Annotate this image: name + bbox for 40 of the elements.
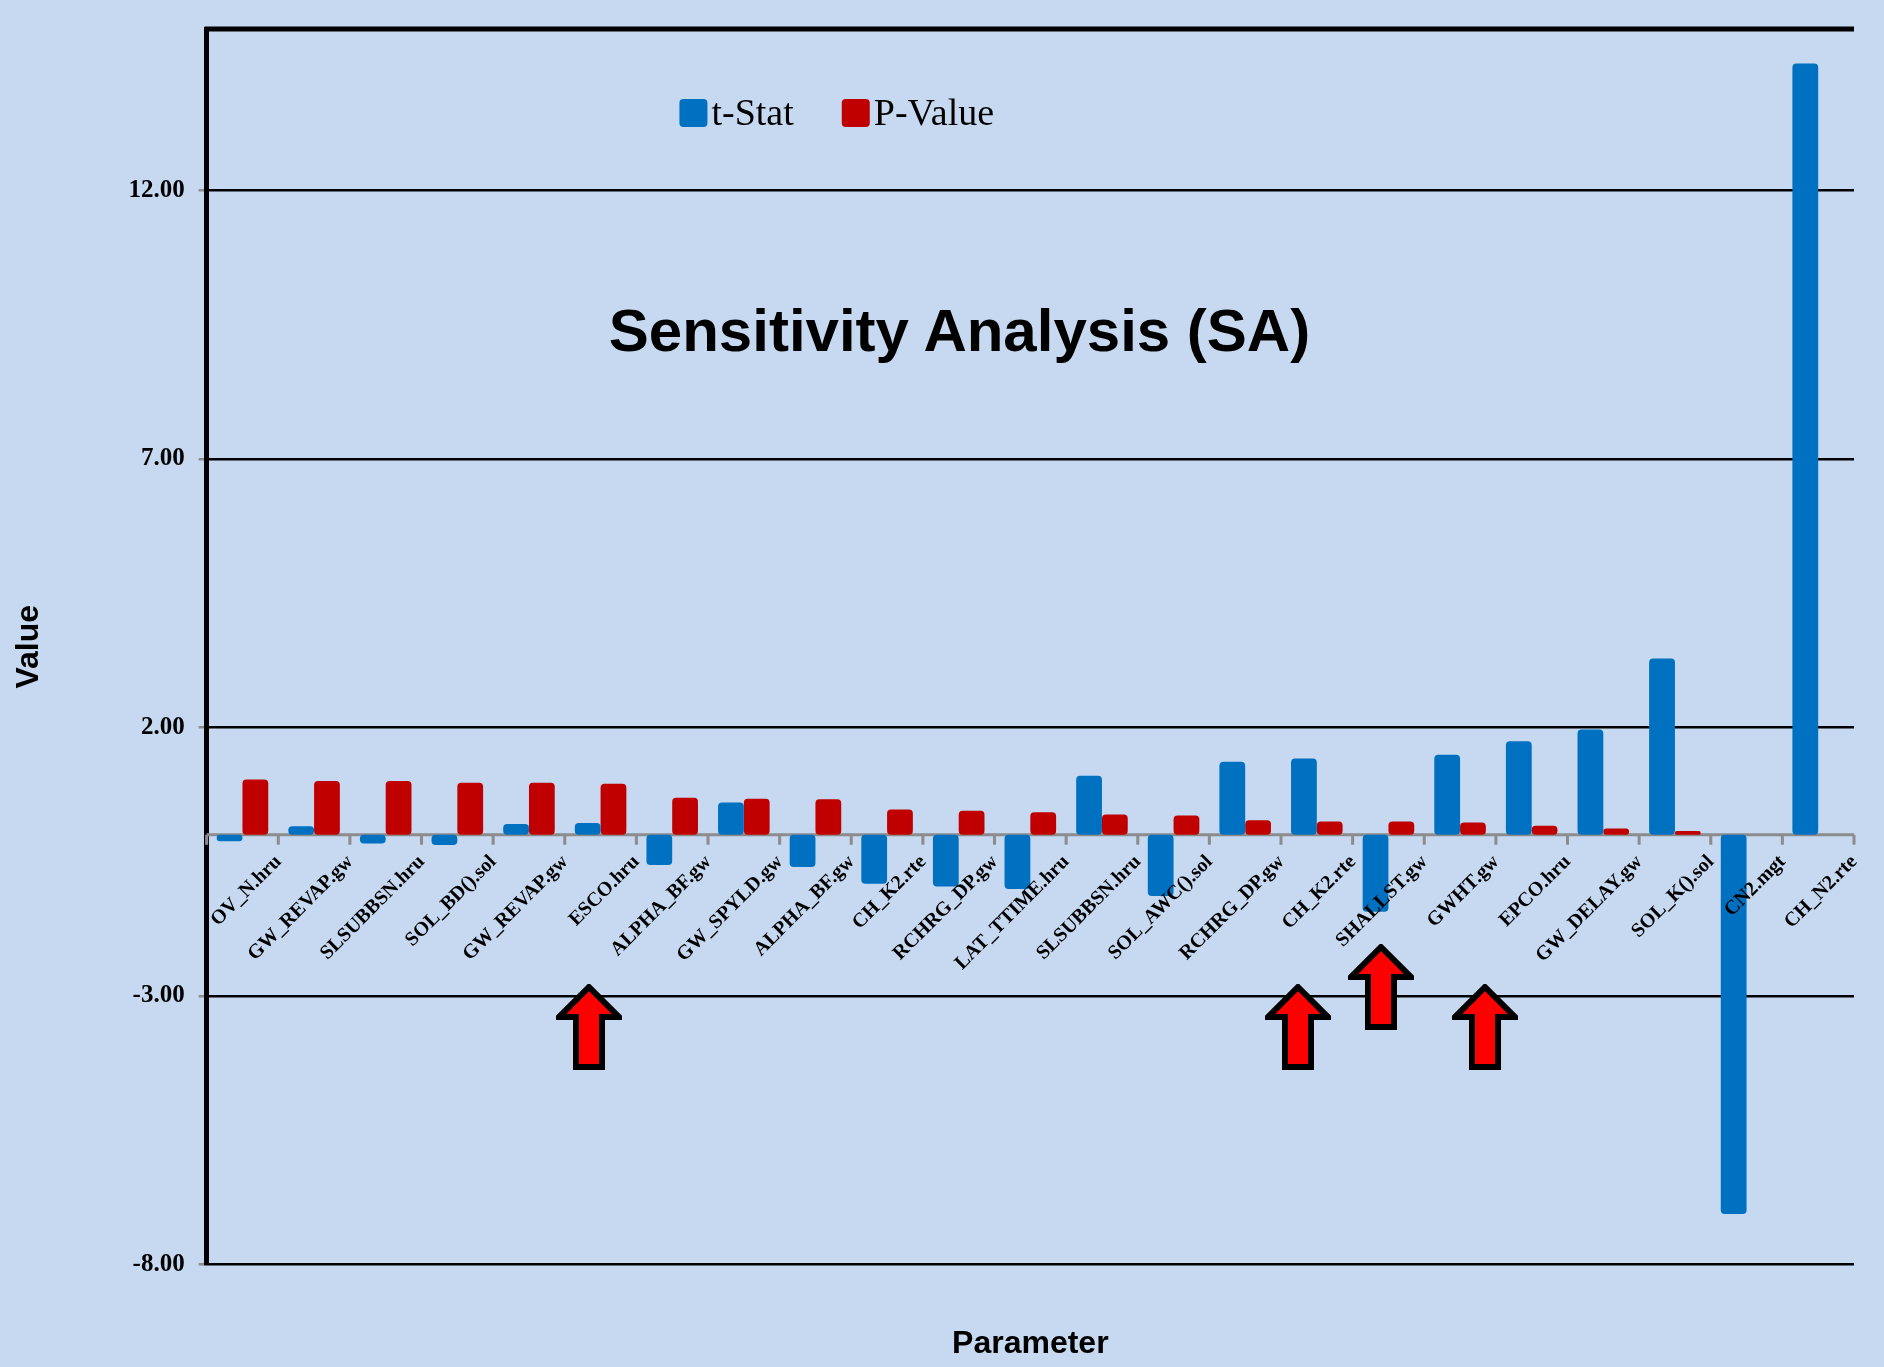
bar (1101, 814, 1128, 835)
legend-label: t-Stat (711, 90, 795, 133)
bar (1577, 729, 1604, 835)
y-tick-label: -3.00 (132, 980, 185, 1008)
bar (1291, 758, 1317, 835)
bar (1505, 741, 1532, 835)
bar (503, 824, 529, 835)
y-tick-label: 2.00 (140, 711, 185, 739)
bar (1792, 63, 1819, 835)
y-axis-title: Value (9, 605, 46, 689)
bar (1434, 754, 1461, 835)
bar (1460, 822, 1486, 835)
bar (1173, 815, 1200, 835)
bar (1316, 821, 1343, 835)
bar (672, 797, 698, 835)
bar (1245, 820, 1271, 835)
bar (718, 802, 744, 835)
bar (314, 781, 340, 835)
bar (1030, 812, 1057, 835)
bar (1388, 821, 1415, 835)
bar (815, 799, 842, 835)
bar (1219, 761, 1246, 835)
bar (457, 782, 484, 835)
bar (1649, 658, 1675, 835)
bar (743, 798, 770, 835)
bar (887, 809, 913, 835)
y-tick-label: -8.00 (132, 1249, 185, 1277)
bar (600, 783, 627, 835)
text: Sensitivity Analysis (SA) (608, 296, 1311, 364)
bar (958, 810, 985, 835)
bar (528, 782, 555, 835)
y-tick-label: 12.00 (128, 174, 185, 202)
bar (574, 823, 601, 835)
bar (242, 779, 269, 835)
bar (431, 834, 458, 846)
bar (1076, 775, 1102, 835)
x-axis-title: Parameter (952, 1323, 1109, 1360)
bar (385, 781, 412, 835)
legend-label: P-Value (873, 90, 995, 133)
y-tick-label: 7.00 (140, 443, 185, 471)
